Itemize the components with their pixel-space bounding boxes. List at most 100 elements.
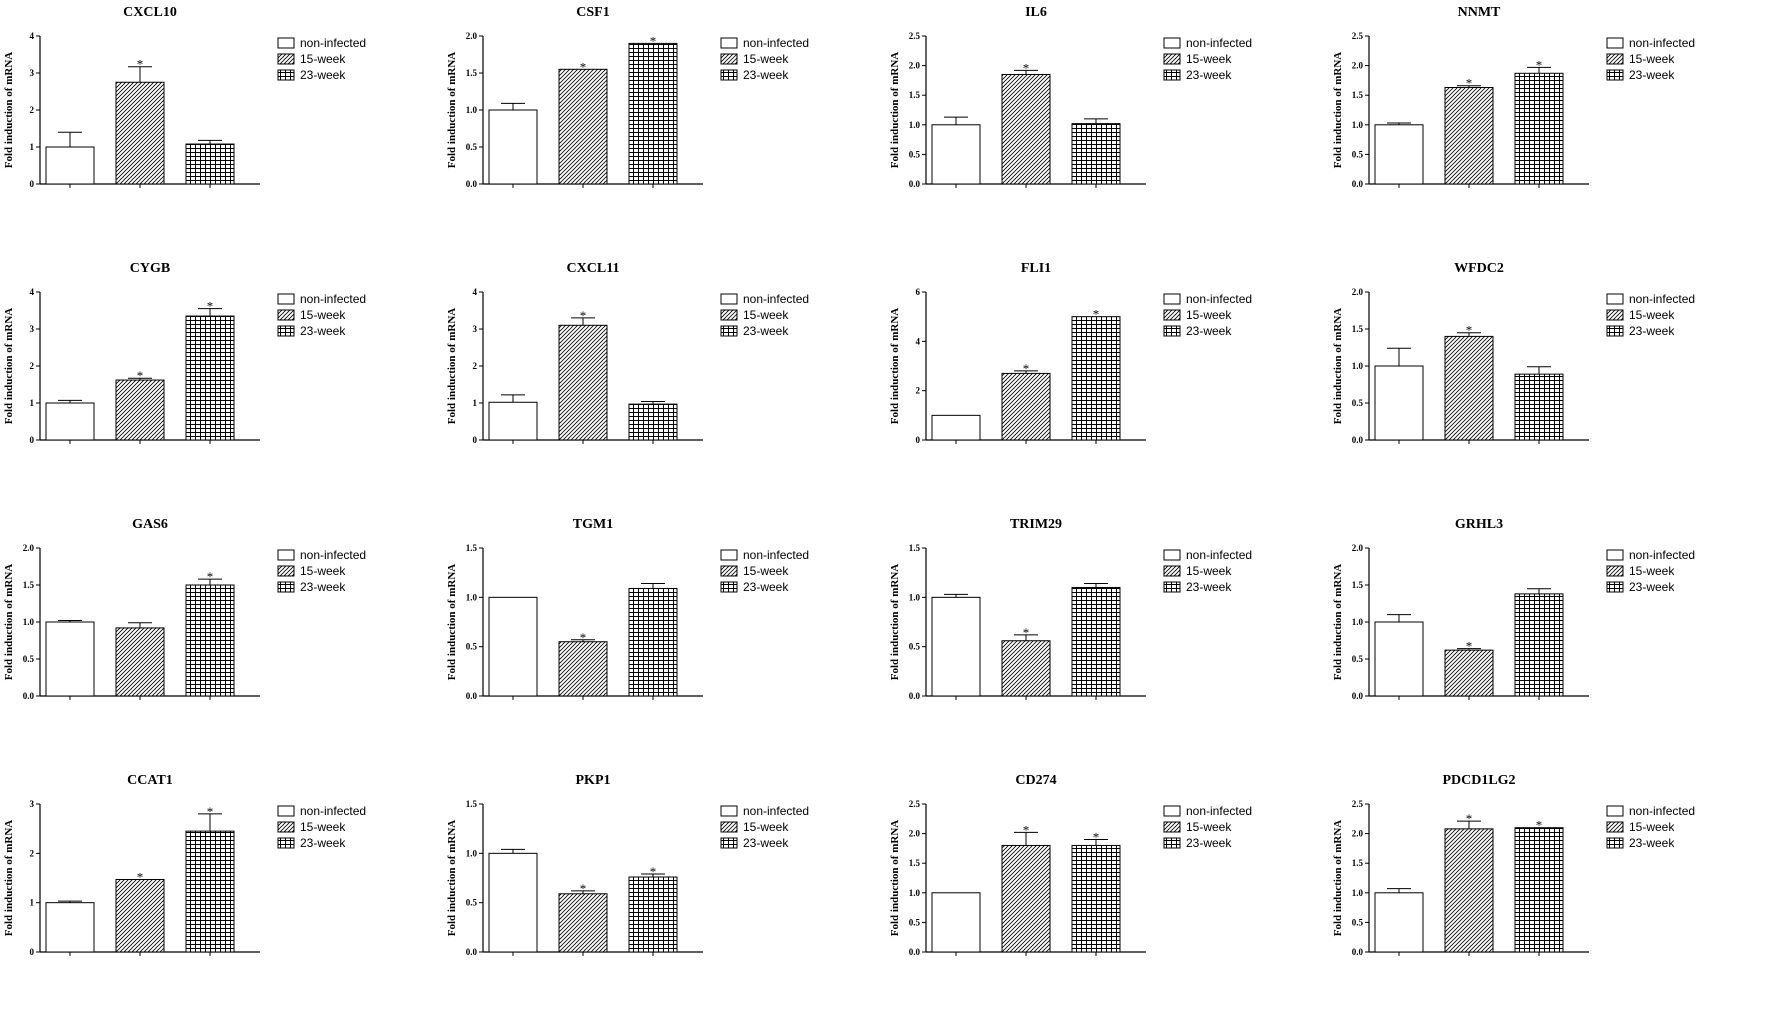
y-tick-label: 3 [30,799,35,809]
legend-label: 15-week [1186,52,1232,66]
legend-swatch [720,53,738,65]
y-tick-label: 1 [30,142,35,152]
bar-15-week [558,893,608,953]
legend-swatch [720,69,738,81]
significance-marker: * [207,299,214,314]
y-tick-label: 1.5 [909,90,921,100]
significance-marker: * [1093,830,1100,845]
legend-label: 15-week [300,564,346,578]
chart-panel-cd274: CD274 Fold induction of mRNA 0.0 0.5 1.0 1.5 2… [886,768,1329,1024]
chart-title: CCAT1 [127,773,173,788]
bar-23-week [1071,316,1121,441]
legend-label: non-infected [300,292,366,306]
legend-swatch [1606,837,1624,849]
significance-marker: * [1466,811,1473,826]
legend-label: 15-week [743,820,789,834]
bar-15-week [558,641,608,697]
legend-label: 23-week [743,324,789,338]
y-tick-label: 2.5 [1352,31,1364,41]
chart-svg: CD274 Fold induction of mRNA 0.0 0.5 1.0 1.5 2… [889,773,1252,957]
legend-swatch [1163,805,1181,817]
legend-label: 15-week [1186,308,1232,322]
legend-swatch [1606,325,1624,337]
y-tick-label: 1.0 [466,105,478,115]
bar-non-infected [931,892,981,953]
chart-panel-il6: IL6 Fold induction of mRNA 0.0 0.5 1.0 1.5 2.0… [886,0,1329,256]
legend-label: non-infected [743,36,809,50]
y-axis-label: Fold induction of mRNA [446,308,458,424]
legend-label: 23-week [743,68,789,82]
legend-swatch [1163,309,1181,321]
bar-non-infected [488,852,538,953]
legend-label: 15-week [1629,308,1675,322]
y-tick-label: 2 [473,361,478,371]
chart-svg: GRHL3 Fold induction of mRNA 0.0 0.5 1.0 1.5 2… [1332,517,1695,701]
y-tick-label: 1.0 [909,592,921,602]
significance-marker: * [1536,818,1543,833]
significance-marker: * [1023,822,1030,837]
chart-svg: CCAT1 Fold induction of mRNA 0 1 2 3 * * non-inf… [3,773,366,957]
y-tick-label: 2 [916,386,921,396]
y-tick-label: 2 [30,105,35,115]
legend-label: 15-week [1629,564,1675,578]
y-tick-label: 1.0 [23,617,35,627]
legend-label: 23-week [300,324,346,338]
legend-label: 15-week [743,564,789,578]
bar-non-infected [488,401,538,441]
chart-panel-wfdc2: WFDC2 Fold induction of mRNA 0.0 0.5 1.0 1.5 2… [1329,256,1772,512]
significance-marker: * [1023,60,1030,75]
chart-svg: IL6 Fold induction of mRNA 0.0 0.5 1.0 1.5 2.0… [889,5,1252,189]
y-tick-label: 0.0 [466,947,478,957]
y-tick-label: 0.5 [23,654,35,664]
legend-swatch [277,53,295,65]
bar-15-week [115,379,165,441]
chart-svg: NNMT Fold induction of mRNA 0.0 0.5 1.0 1.5 2.… [1332,5,1695,189]
y-tick-label: 1.5 [909,858,921,868]
legend-swatch [1606,293,1624,305]
y-axis-label: Fold induction of mRNA [3,564,15,680]
chart-title: CD274 [1015,773,1056,788]
bar-non-infected [488,109,538,185]
legend-label: 23-week [1186,324,1232,338]
bar-23-week [1514,373,1564,441]
y-tick-label: 0.5 [909,917,921,927]
chart-svg: TRIM29 Fold induction of mRNA 0.0 0.5 1.0 1.5… [889,517,1252,701]
legend-label: non-infected [1629,548,1695,562]
significance-marker: * [207,569,214,584]
bar-15-week [558,324,608,441]
y-tick-label: 2.0 [466,31,478,41]
y-tick-label: 1.0 [1352,361,1364,371]
y-axis-label: Fold induction of mRNA [1332,564,1344,680]
significance-marker: * [1466,639,1473,654]
y-tick-label: 1.5 [909,543,921,553]
bar-15-week [558,68,608,185]
chart-title: CXCL10 [123,5,177,20]
bar-15-week [1444,335,1494,441]
legend-label: 23-week [743,580,789,594]
legend-swatch [277,325,295,337]
legend-swatch [277,69,295,81]
legend-label: non-infected [300,804,366,818]
chart-svg: TGM1 Fold induction of mRNA 0.0 0.5 1.0 1.5 * n… [446,517,809,701]
legend-swatch [277,805,295,817]
bar-non-infected [488,596,538,697]
chart-title: TRIM29 [1010,517,1062,532]
chart-panel-csf1: CSF1 Fold induction of mRNA 0.0 0.5 1.0 1.5 2.… [443,0,886,256]
chart-panel-gas6: GAS6 Fold induction of mRNA 0.0 0.5 1.0 1.5 2.… [0,512,443,768]
bar-23-week [1514,593,1564,697]
bar-non-infected [931,124,981,185]
legend-label: 23-week [1629,836,1675,850]
legend-swatch [720,549,738,561]
legend-label: non-infected [300,548,366,562]
y-axis-label: Fold induction of mRNA [446,820,458,936]
significance-marker: * [580,630,587,645]
chart-title: GAS6 [132,517,168,532]
chart-svg: PKP1 Fold induction of mRNA 0.0 0.5 1.0 1.5 * *… [446,773,809,957]
chart-panel-cxcl10: CXCL10 Fold induction of mRNA 0 1 2 3 4 * non-in… [0,0,443,256]
legend-swatch [1163,293,1181,305]
legend-label: 23-week [300,68,346,82]
significance-marker: * [137,869,144,884]
legend-label: non-infected [743,548,809,562]
y-tick-label: 4 [30,287,35,297]
y-tick-label: 0.0 [1352,947,1364,957]
